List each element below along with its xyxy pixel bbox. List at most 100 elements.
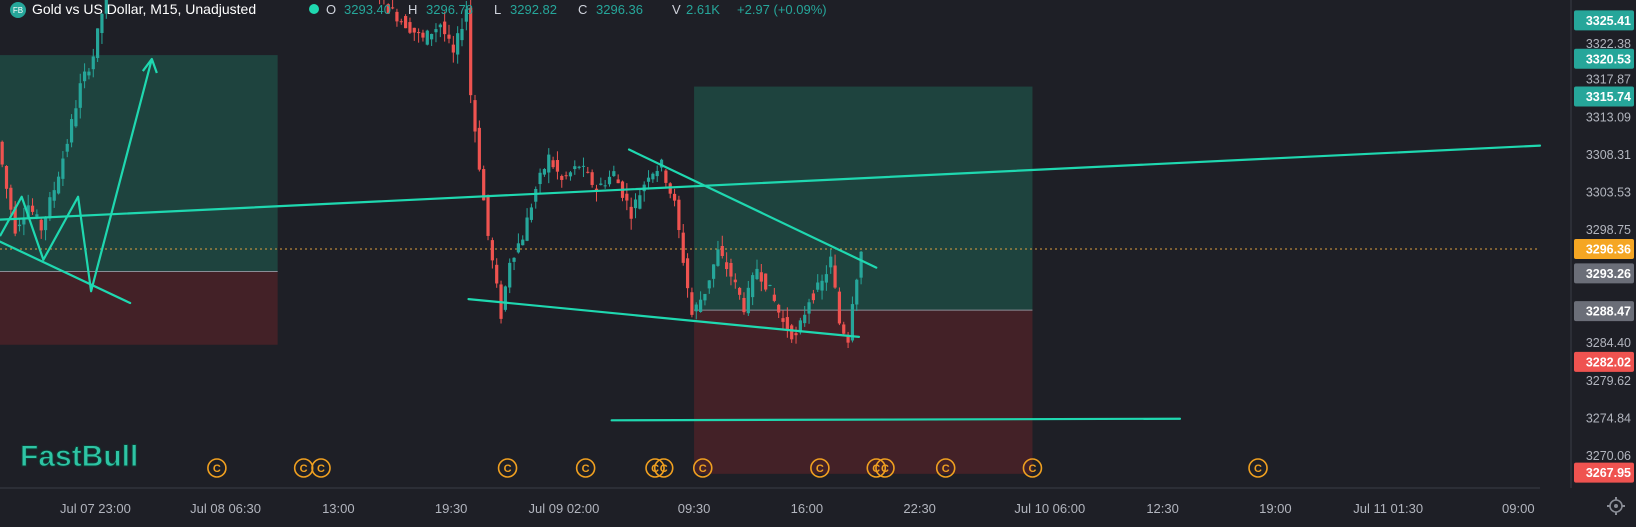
trendline[interactable] [0,144,1542,221]
path-projection[interactable] [0,58,153,293]
economic-event-marker[interactable]: C [692,458,713,478]
trendline[interactable] [0,240,132,305]
candle-body [677,199,681,231]
candle [712,264,716,288]
settings-gear-icon[interactable] [1607,497,1625,515]
event-circle-icon [311,458,331,478]
candle-body [551,160,555,168]
economic-event-marker[interactable]: C [207,458,227,478]
event-circle-icon [935,458,956,478]
candle-body [633,199,638,209]
economic-event-marker[interactable]: C [653,458,674,478]
candle-body [104,0,108,14]
event-circle-icon [866,458,887,478]
candle-body [443,21,447,35]
candle-body [811,293,815,301]
candle-body [395,11,399,22]
economic-event-marker[interactable]: C [1022,458,1043,478]
profit-zone[interactable] [694,86,1033,311]
candle [82,63,87,89]
candle-body [837,291,842,324]
price-label-bg [1574,301,1634,322]
candle [781,310,785,330]
candle [22,207,26,236]
trendline[interactable] [467,297,861,338]
candle [768,284,772,287]
candle [707,280,711,294]
candle-body [39,219,43,231]
candle [681,224,685,266]
economic-event-marker[interactable]: C [875,458,895,478]
price-axis-label[interactable]: 3267.95 [1574,462,1634,483]
candle [555,151,560,180]
event-circle-icon [653,458,674,478]
candle-body [521,239,525,246]
event-circle-icon [497,458,518,478]
candle-body [685,258,690,289]
event-glyph: C [660,463,668,475]
price-axis-label[interactable]: 3320.53 [1574,48,1634,69]
economic-event-marker[interactable]: C [311,458,331,478]
candle [490,237,494,269]
candle [855,278,859,312]
economic-event-marker[interactable]: C [935,458,956,478]
candle-body [738,287,742,295]
price-label-bg [1574,10,1634,31]
candle [842,321,846,336]
candle [551,156,555,169]
loss-zone[interactable] [0,271,278,345]
price-axis-label[interactable]: 3325.41 [1574,10,1634,31]
economic-event-marker[interactable]: C [1248,458,1268,478]
candle [425,29,429,46]
candle-body [659,159,664,168]
economic-event-marker[interactable]: C [575,458,596,478]
candle [0,140,4,168]
candle [473,94,477,143]
price-axis-label[interactable]: 3293.26 [1574,263,1634,284]
event-glyph: C [213,463,221,475]
candle-body [100,13,104,34]
candle [30,198,35,215]
candle [469,0,473,104]
candle-body [712,264,716,279]
candle-body [0,141,4,165]
candle-body [508,262,512,288]
price-axis-label[interactable]: 3288.47 [1574,301,1634,322]
candle [568,170,573,181]
economic-event-marker[interactable]: C [810,458,830,478]
candle [87,68,91,80]
price-axis-label[interactable]: 3315.74 [1574,86,1634,107]
candle-body [824,274,828,283]
profit-zone[interactable] [0,55,278,272]
candle [803,306,807,327]
candle [447,24,451,44]
trendline[interactable] [610,417,1182,422]
candle-body [534,189,538,202]
loss-zone[interactable] [694,310,1033,474]
candle-body [607,176,612,185]
event-circle-icon [810,458,830,478]
candle-body [547,154,551,173]
y-tick-label: 3270.06 [1586,449,1631,463]
low-value: 3292.82 [510,2,557,17]
x-tick-label: 09:30 [678,501,711,516]
candle-body [516,243,520,253]
candle-body [573,166,577,170]
price-axis-label[interactable]: 3296.36 [1574,239,1634,260]
candle [759,264,763,292]
price-axis-label[interactable]: 3282.02 [1574,351,1634,372]
candle [729,258,733,286]
candle [383,0,385,5]
price-label-text: 3315.74 [1586,90,1631,104]
candle [399,18,403,25]
trendline[interactable] [627,148,878,269]
candle-body [599,183,603,185]
economic-event-marker[interactable]: C [497,458,518,478]
chart-title[interactable]: Gold vs US Dollar, M15, Unadjusted [32,1,256,17]
event-glyph: C [942,463,950,475]
candle [560,174,564,188]
candle [56,171,61,195]
candle [738,286,742,300]
